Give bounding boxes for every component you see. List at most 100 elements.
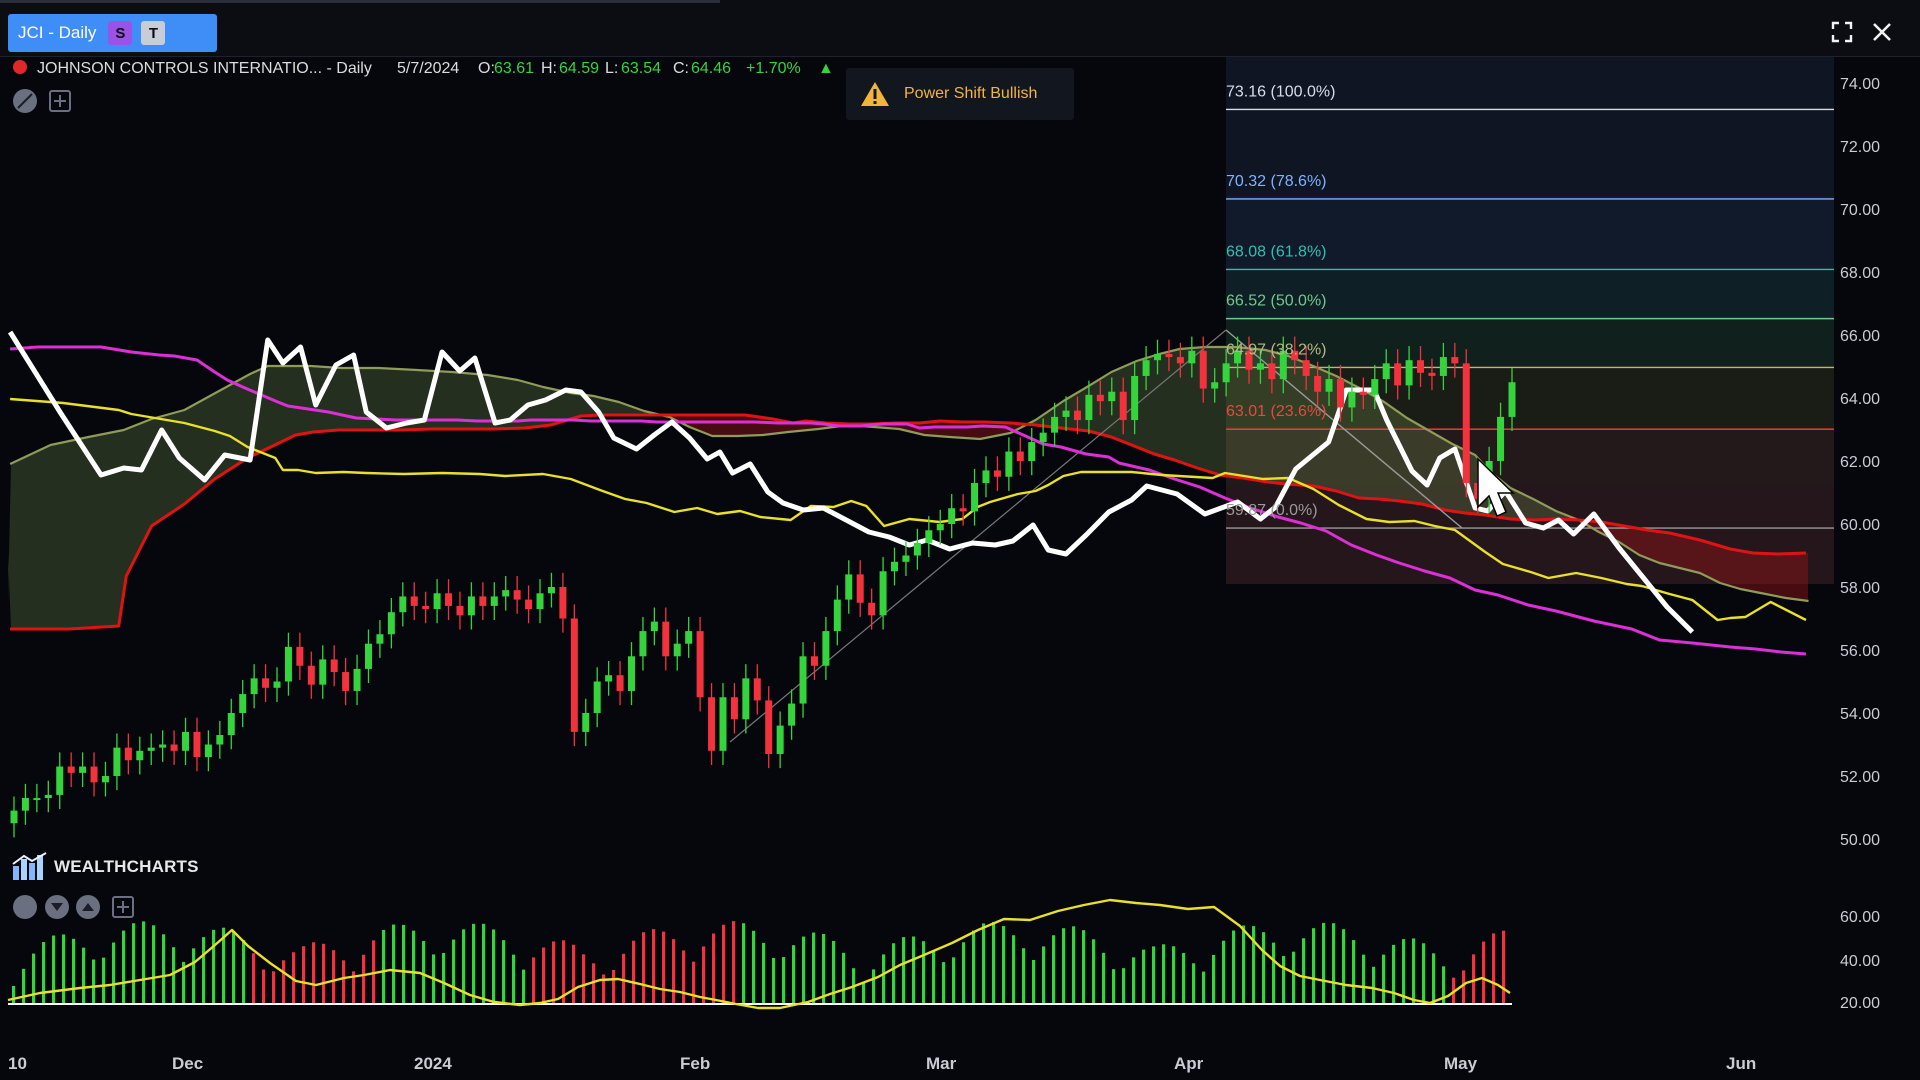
alert-dot-icon xyxy=(13,60,27,74)
histogram-bar xyxy=(1202,971,1206,1004)
candle-body xyxy=(456,605,464,616)
candle-body xyxy=(1291,350,1299,361)
histogram-bar xyxy=(492,929,496,1004)
candle-body xyxy=(204,744,212,758)
histogram-bar xyxy=(662,931,666,1004)
histogram-bar xyxy=(762,942,766,1004)
legend-change: +1.70% xyxy=(746,60,801,77)
study-chip-s[interactable]: S xyxy=(108,21,133,45)
histogram-bar xyxy=(922,941,926,1004)
candle-body xyxy=(570,618,578,732)
histogram-bar xyxy=(172,947,176,1004)
histogram-bar xyxy=(822,934,826,1004)
candle-body xyxy=(1234,350,1242,364)
histogram-bar xyxy=(1222,940,1226,1004)
candle-body xyxy=(1165,353,1173,358)
candle-body xyxy=(685,631,693,644)
legend-symbol-name: JOHNSON CONTROLS INTERNATIO... - Daily xyxy=(37,60,372,77)
histogram-bar xyxy=(522,969,526,1004)
histogram-bar xyxy=(692,961,696,1004)
histogram-bar xyxy=(1502,930,1506,1004)
candle-body xyxy=(1085,394,1093,421)
candle-body xyxy=(1028,442,1036,461)
histogram-bar xyxy=(72,938,76,1004)
legend-close-label: C: xyxy=(673,60,689,77)
histogram-bar xyxy=(1382,954,1386,1004)
candle-body xyxy=(1325,379,1333,392)
candle-body xyxy=(776,725,784,754)
price-tick-label: 66.00 xyxy=(1840,328,1880,345)
histogram-bar xyxy=(982,923,986,1004)
candle-body xyxy=(1497,416,1505,461)
candle-body xyxy=(364,643,372,669)
candle-body xyxy=(513,590,521,600)
histogram-bar xyxy=(642,932,646,1004)
histogram-bar xyxy=(932,950,936,1004)
power-shift-alert[interactable]: Power Shift Bullish xyxy=(846,68,1074,120)
candle-body xyxy=(902,555,910,562)
mouse-cursor-icon xyxy=(1477,457,1515,518)
histogram-bar xyxy=(532,957,536,1004)
alert-text: Power Shift Bullish xyxy=(904,85,1038,102)
chart-canvas[interactable]: 73.16 (100.0%) 70.32 (78.6%) 68.08 (61.8%)… xyxy=(0,57,1920,1080)
candle-body xyxy=(136,750,144,761)
legend-open-label: O: xyxy=(478,60,495,77)
candle-body xyxy=(1222,363,1230,383)
candle-body xyxy=(1051,416,1059,433)
candle-body xyxy=(1154,353,1162,361)
histogram-bar xyxy=(1342,929,1346,1004)
candle-body xyxy=(708,697,716,751)
histogram-bar xyxy=(702,946,706,1004)
legend-low-label: L: xyxy=(605,60,618,77)
candle-body xyxy=(753,678,761,701)
histogram-bar xyxy=(552,941,556,1004)
relative-strength-line xyxy=(7,330,1695,634)
price-tick-label: 56.00 xyxy=(1840,643,1880,660)
osc-hide-icon[interactable] xyxy=(13,895,37,919)
histogram-bar xyxy=(902,937,906,1004)
fib-level-label: 59.87 (0.0%) xyxy=(1226,502,1318,519)
histogram-bar xyxy=(752,930,756,1004)
histogram-bar xyxy=(1492,933,1496,1004)
brand-name: WEALTHCHARTS xyxy=(54,857,199,876)
expand-icon[interactable] xyxy=(1830,20,1854,44)
histogram-bar xyxy=(1182,952,1186,1004)
candle-body xyxy=(467,596,475,616)
candle-body xyxy=(1508,382,1516,417)
histogram-bar xyxy=(22,968,26,1004)
histogram-bar xyxy=(712,933,716,1004)
candle-body xyxy=(948,508,956,524)
histogram-bar xyxy=(882,954,886,1004)
histogram-bar xyxy=(1072,926,1076,1004)
candle-body xyxy=(239,694,247,713)
histogram-bar xyxy=(1242,925,1246,1004)
warning-icon xyxy=(861,82,889,106)
histogram-bar xyxy=(972,930,976,1004)
histogram-bar xyxy=(312,942,316,1004)
histogram-bar xyxy=(632,940,636,1004)
histogram-bar xyxy=(362,954,366,1004)
close-icon[interactable] xyxy=(1870,20,1894,44)
histogram-bar xyxy=(322,943,326,1004)
histogram-bar xyxy=(1352,940,1356,1004)
candle-body xyxy=(627,656,635,691)
add-study-icon[interactable] xyxy=(49,90,71,112)
histogram-bar xyxy=(912,936,916,1004)
symbol-tab[interactable]: JCI - Daily S T xyxy=(8,14,217,52)
candle-body xyxy=(79,766,87,773)
histogram-bar xyxy=(422,941,426,1004)
template-chip-t[interactable]: T xyxy=(141,21,166,45)
histogram-bar xyxy=(482,923,486,1004)
price-tick-label: 58.00 xyxy=(1840,580,1880,597)
histogram-bar xyxy=(1022,948,1026,1004)
histogram-bar xyxy=(942,962,946,1004)
candle-body xyxy=(1119,391,1127,421)
histogram-bar xyxy=(862,982,866,1004)
osc-add-study-icon[interactable] xyxy=(112,896,134,918)
candle-body xyxy=(1336,379,1344,408)
histogram-bar xyxy=(652,929,656,1004)
candle-body xyxy=(33,798,41,801)
price-axis: 74.00 72.00 70.00 68.00 66.00 64.00 62.00 60.00… xyxy=(1840,76,1880,849)
histogram-bar xyxy=(1392,944,1396,1004)
